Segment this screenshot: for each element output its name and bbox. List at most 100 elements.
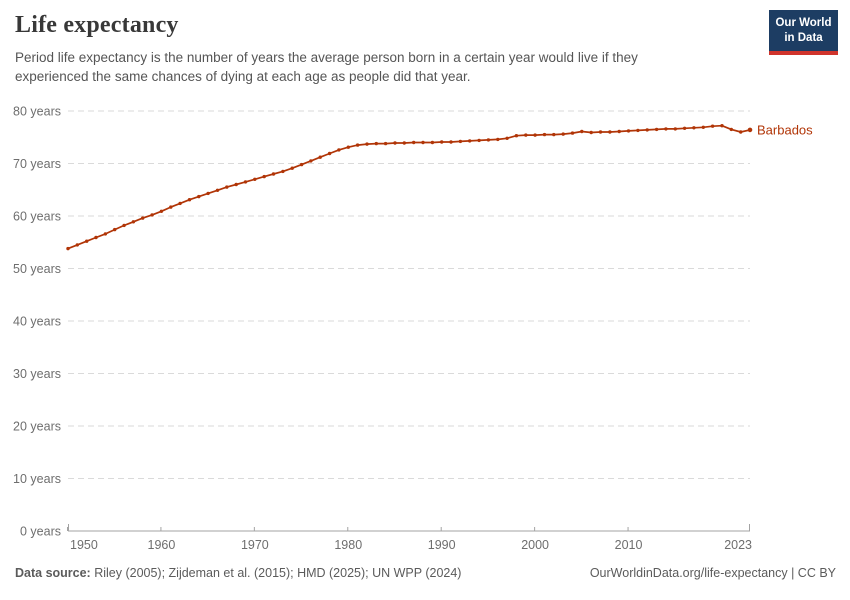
data-source-label: Data source: — [15, 566, 91, 580]
line-chart-svg[interactable]: 0 years 10 years 20 years 30 years 40 years 5… — [0, 95, 850, 560]
data-point — [103, 232, 108, 236]
data-point — [327, 151, 332, 156]
data-point — [85, 239, 89, 243]
data-point — [421, 140, 425, 145]
data-point — [570, 131, 575, 135]
data-point — [664, 127, 668, 131]
x-tick-label: 1950 — [70, 538, 98, 552]
data-point — [169, 205, 173, 209]
y-tick-label: 60 years — [13, 210, 61, 224]
data-point — [440, 140, 444, 144]
logo-line-1: Our World — [775, 17, 832, 29]
data-point — [215, 188, 220, 192]
x-tick-label: 1960 — [148, 538, 176, 552]
data-source-text: Riley (2005); Zijdeman et al. (2015); HM… — [90, 566, 462, 580]
data-point — [243, 180, 248, 184]
data-point — [636, 128, 640, 133]
data-point — [365, 142, 369, 146]
data-point — [412, 140, 416, 145]
data-point — [468, 139, 472, 143]
data-point — [720, 124, 724, 128]
data-point — [682, 126, 687, 130]
data-point — [589, 130, 593, 135]
data-point — [710, 124, 715, 128]
data-point — [486, 138, 491, 142]
data-point — [739, 130, 743, 134]
data-point — [747, 127, 753, 133]
data-point — [402, 141, 406, 145]
data-point — [281, 169, 285, 174]
y-tick-label: 30 years — [13, 367, 61, 381]
chart-subtitle: Period life expectancy is the number of … — [15, 50, 638, 85]
data-point — [122, 223, 126, 228]
data-point — [197, 194, 201, 199]
data-point — [430, 140, 435, 145]
data-point — [626, 129, 631, 133]
data-point — [299, 162, 304, 167]
data-point — [374, 141, 378, 146]
data-point — [290, 166, 294, 170]
data-point — [206, 191, 210, 196]
owid-logo: Our World in Data — [769, 10, 838, 55]
data-point — [113, 227, 117, 232]
logo-line-2: in Data — [784, 31, 823, 44]
data-point — [309, 159, 313, 163]
data-point — [524, 133, 528, 137]
data-point — [346, 145, 350, 149]
data-point — [608, 130, 612, 134]
data-point — [673, 127, 677, 131]
data-point — [225, 185, 229, 189]
data-point — [505, 136, 509, 140]
data-point — [514, 134, 519, 138]
attribution-link: OurWorldinData.org/life-expectancy | CC … — [589, 566, 836, 580]
x-tick-label: 1970 — [241, 538, 269, 552]
page-title: Life expectancy — [15, 12, 179, 38]
data-point — [496, 137, 500, 142]
data-point — [318, 155, 322, 159]
x-tick-label: 1990 — [428, 538, 456, 552]
data-point — [150, 213, 154, 217]
data-point — [94, 235, 98, 240]
y-tick-label: 10 years — [13, 472, 61, 486]
data-point — [75, 243, 80, 247]
data-point — [271, 172, 276, 176]
y-tick-label: 40 years — [13, 315, 61, 329]
data-point — [561, 132, 565, 136]
y-tick-label: 0 years — [20, 525, 61, 539]
data-point — [131, 220, 136, 224]
series-end-label: Barbados — [757, 122, 813, 137]
data-point — [617, 129, 621, 134]
line-series — [67, 124, 751, 250]
y-tick-label: 70 years — [13, 157, 61, 171]
data-point — [159, 209, 164, 213]
data-point — [542, 132, 547, 137]
chart-header: Life expectancy Period life expectancy i… — [15, 12, 710, 86]
x-tick-label: 2010 — [615, 538, 643, 552]
y-tick-label: 20 years — [13, 420, 61, 434]
y-tick-label: 80 years — [13, 105, 61, 119]
data-point — [66, 246, 70, 251]
data-point — [355, 143, 360, 147]
data-point — [262, 174, 266, 179]
chart-footer: Data source: Riley (2005); Zijdeman et a… — [15, 566, 836, 580]
data-point — [187, 198, 192, 202]
x-tick-label: 2000 — [521, 538, 549, 552]
data-point — [477, 138, 481, 143]
data-point — [552, 132, 556, 137]
data-point — [580, 129, 584, 134]
x-tick-label: 2023 — [724, 538, 752, 552]
data-point — [729, 127, 733, 132]
data-point — [383, 141, 388, 146]
data-point — [701, 125, 705, 129]
data-point — [253, 177, 257, 181]
data-point — [458, 139, 463, 144]
data-point — [598, 130, 603, 134]
x-tick-label: 1980 — [334, 538, 362, 552]
data-point — [692, 126, 696, 130]
data-point — [533, 133, 537, 137]
data-point — [337, 148, 341, 152]
data-point — [654, 127, 659, 132]
data-point — [141, 216, 145, 220]
data-source-note: Data source: Riley (2005); Zijdeman et a… — [15, 566, 461, 580]
y-tick-label: 50 years — [13, 262, 61, 276]
